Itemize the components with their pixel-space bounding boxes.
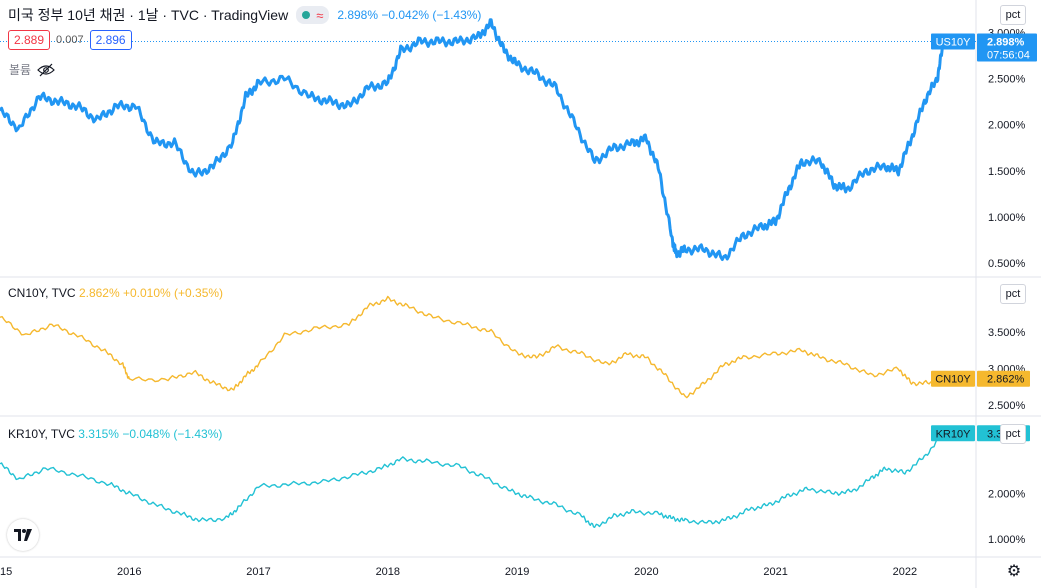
eye-off-icon[interactable] [37, 63, 55, 77]
cn10y-symbol-badge-text: CN10Y [935, 374, 971, 386]
volume-label: 볼륨 [9, 63, 32, 77]
kr10y-symbol-badge [931, 425, 975, 442]
kr10y-legend-change: 3.315% −0.048% (−1.43%) [78, 427, 223, 441]
y-axis-tick-label: 1.000% [988, 534, 1026, 546]
us10y-symbol-badge-text: US10Y [936, 37, 972, 49]
cn10y-price-badge-value: 2.862% [987, 374, 1025, 386]
us10y-series-line [0, 18, 946, 261]
x-axis-year-label: 2016 [117, 566, 141, 578]
kr10y-legend-symbol: KR10Y, TVC [8, 427, 75, 441]
x-axis-year-label: 2020 [634, 566, 658, 578]
us10y-price-badge [977, 33, 1037, 62]
us10y-price-badge-time: 07:56:04 [987, 50, 1030, 62]
x-axis-year-label: 2021 [763, 566, 787, 578]
y-axis-tick-label: 2.500% [988, 400, 1026, 412]
kr10y-symbol-badge-text: KR10Y [936, 428, 972, 440]
price-change: 2.898% −0.042% (−1.43%) [337, 8, 482, 22]
y-axis-tick-label: 1.500% [988, 166, 1026, 178]
y-axis-tick-label: 3.500% [988, 327, 1026, 339]
cn10y-scale-pct-button[interactable]: pct [1000, 284, 1026, 304]
cn10y-legend-symbol: CN10Y, TVC [8, 286, 76, 300]
x-axis-year-label: 2019 [505, 566, 529, 578]
spread-value: 0.007 [56, 34, 84, 46]
x-axis-year-label: 2022 [893, 566, 917, 578]
settings-gear-icon[interactable]: ⚙ [1006, 563, 1022, 580]
kr10y-legend[interactable]: KR10Y, TVC 3.315% −0.048% (−1.43%) [8, 427, 222, 441]
cn10y-legend-change: 2.862% +0.010% (+0.35%) [78, 286, 224, 300]
us10y-scale-pct-button[interactable]: pct [1000, 5, 1026, 25]
cn10y-series-line [0, 295, 945, 399]
wavy-icon: ≈ [316, 7, 324, 23]
us10y-symbol-badge [931, 33, 975, 50]
tradingview-logo-icon[interactable] [7, 519, 39, 551]
market-status-pill[interactable]: ≈ [296, 6, 330, 24]
bid-button[interactable]: 2.889 [8, 30, 51, 50]
y-axis-tick-label: 1.000% [988, 212, 1026, 224]
volume-legend[interactable]: 볼륨 [9, 61, 55, 78]
y-axis-tick-label: 2.000% [988, 488, 1026, 500]
x-axis-year-label: 2017 [246, 566, 270, 578]
x-axis-year-label: 2018 [376, 566, 400, 578]
bid-ask-row: 2.889 0.007 2.896 [8, 30, 132, 50]
y-axis-tick-label: 2.000% [988, 120, 1026, 132]
ask-button[interactable]: 2.896 [89, 30, 132, 50]
x-axis-year-label: 2015 [0, 566, 12, 578]
y-axis-tick-label: 0.500% [988, 258, 1026, 270]
us10y-price-badge-value: 2.898% [987, 37, 1025, 49]
y-axis-tick-label: 2.500% [988, 73, 1026, 85]
chart-header: 미국 정부 10년 채권 · 1날 · TVC · TradingView ≈ … [8, 5, 481, 25]
kr10y-series-line [0, 432, 944, 528]
live-dot-icon [302, 11, 311, 19]
cn10y-legend[interactable]: CN10Y, TVC 2.862% +0.010% (+0.35%) [8, 286, 223, 300]
symbol-title[interactable]: 미국 정부 10년 채권 · 1날 · TVC · TradingView [8, 7, 289, 23]
cn10y-price-badge [977, 370, 1030, 387]
cn10y-symbol-badge [931, 370, 975, 387]
kr10y-scale-pct-button[interactable]: pct [1000, 424, 1026, 444]
